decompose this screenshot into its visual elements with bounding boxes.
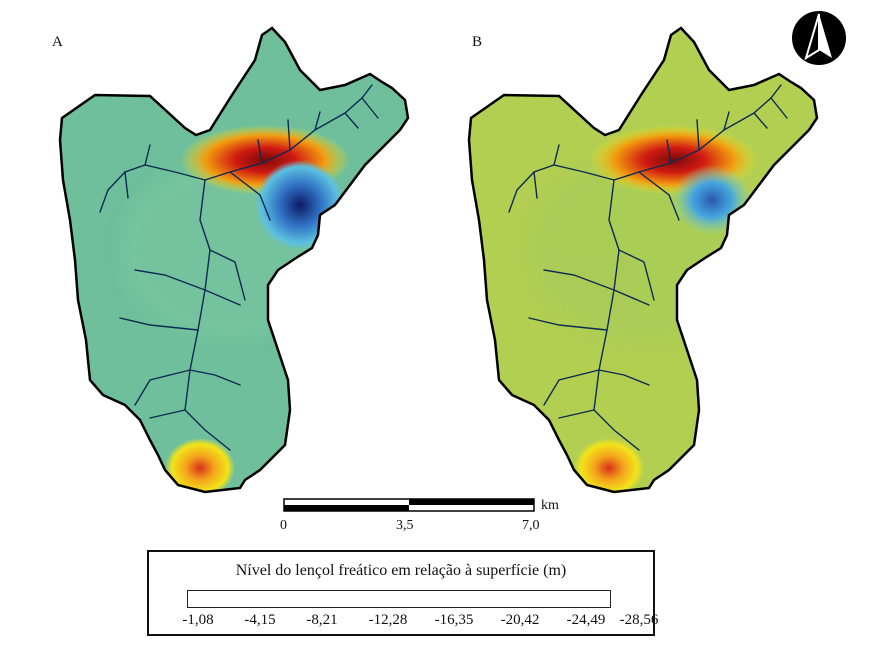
legend-tick: -28,56 <box>619 612 659 628</box>
scale-tick-0: 0 <box>280 518 287 533</box>
legend-title: Nível do lençol freático em relação à su… <box>235 562 567 579</box>
map-panel-b <box>467 26 819 494</box>
legend-tick: -1,08 <box>182 612 214 628</box>
scale-tick-1: 3,5 <box>396 518 414 533</box>
legend-bar-frame <box>187 590 611 608</box>
legend-tick: -20,42 <box>500 612 540 628</box>
legend-tick: -8,21 <box>306 612 338 628</box>
panel-a-drainage-network <box>99 84 379 451</box>
panel-a-deep-zone <box>255 160 345 250</box>
scale-bar <box>283 498 535 512</box>
map-panel-a <box>58 26 410 494</box>
panel-b-deep-zone <box>672 165 752 235</box>
panel-a-south-zone <box>165 438 235 492</box>
panel-label-b: B <box>472 34 483 50</box>
panel-label-a: A <box>52 34 63 50</box>
scale-unit-label: km <box>541 498 559 513</box>
scale-tick-2: 7,0 <box>522 518 540 533</box>
panel-b-drainage-network <box>508 84 788 451</box>
legend-tick: -4,15 <box>244 612 276 628</box>
legend: Nível do lençol freático em relação à su… <box>147 550 658 636</box>
panel-b-south-zone <box>574 438 644 492</box>
legend-tick: -16,35 <box>434 612 474 628</box>
panel-b-boundary <box>467 26 819 494</box>
legend-tick: -24,49 <box>566 612 606 628</box>
north-arrow-icon <box>792 11 846 65</box>
legend-tick: -12,28 <box>368 612 408 628</box>
legend-ticks: -1,08 -4,15 -8,21 -12,28 -16,35 -20,42 -… <box>153 612 658 632</box>
